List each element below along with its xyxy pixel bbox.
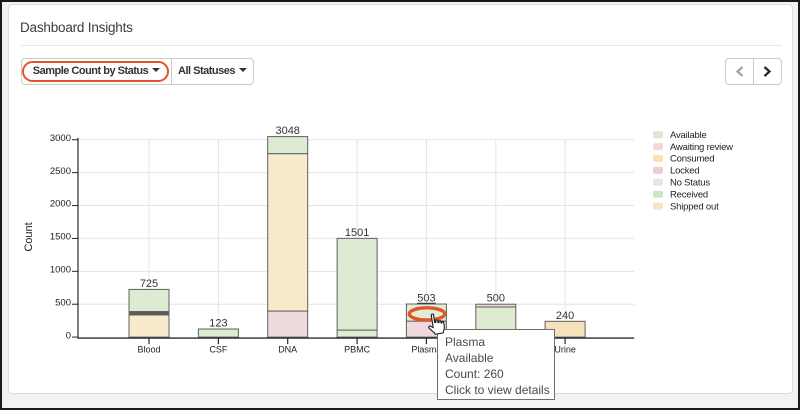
svg-text:2500: 2500 xyxy=(50,166,71,177)
svg-text:Urine: Urine xyxy=(554,345,576,355)
svg-text:Awaiting review: Awaiting review xyxy=(670,142,733,153)
svg-text:Received: Received xyxy=(670,189,708,200)
svg-text:3048: 3048 xyxy=(275,125,299,137)
svg-text:Blood: Blood xyxy=(137,345,160,355)
svg-text:1501: 1501 xyxy=(345,227,369,239)
svg-text:Locked: Locked xyxy=(670,166,699,177)
svg-text:Count: Count xyxy=(23,222,35,251)
svg-text:123: 123 xyxy=(209,318,227,330)
svg-text:Shipped out: Shipped out xyxy=(670,201,719,212)
svg-text:500: 500 xyxy=(487,293,505,305)
svg-text:Plasma: Plasma xyxy=(411,345,441,355)
svg-text:CSF: CSF xyxy=(209,345,228,355)
svg-text:503: 503 xyxy=(417,293,435,305)
svg-text:Consumed: Consumed xyxy=(670,154,714,165)
svg-text:Available: Available xyxy=(670,130,707,141)
svg-text:1000: 1000 xyxy=(50,265,71,276)
svg-text:PBMC: PBMC xyxy=(344,345,371,355)
svg-text:0: 0 xyxy=(66,330,71,341)
svg-text:DNA: DNA xyxy=(278,345,297,355)
svg-text:240: 240 xyxy=(556,310,574,322)
svg-text:2000: 2000 xyxy=(50,199,71,210)
svg-text:725: 725 xyxy=(140,278,158,290)
svg-text:No Status: No Status xyxy=(670,178,710,189)
svg-text:3000: 3000 xyxy=(50,133,71,144)
svg-text:500: 500 xyxy=(55,297,71,308)
svg-text:1500: 1500 xyxy=(50,232,71,243)
